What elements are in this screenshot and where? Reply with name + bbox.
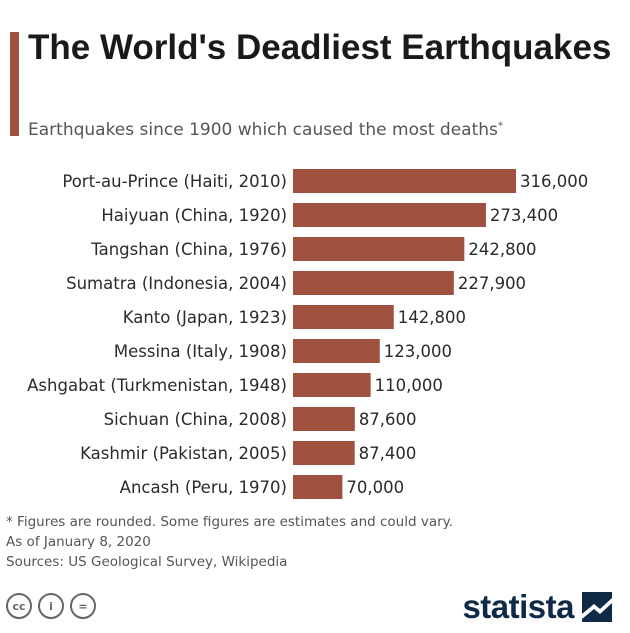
statista-brand[interactable]: statista (462, 588, 612, 626)
category-label: Tangshan (China, 1976) (90, 240, 287, 259)
attribution-icon: i (38, 593, 64, 619)
chart-subtitle: Earthquakes since 1900 which caused the … (28, 120, 503, 140)
bar (293, 441, 355, 465)
bar (293, 169, 516, 193)
bar (293, 237, 465, 261)
bar (293, 475, 343, 499)
value-label: 273,400 (490, 206, 558, 225)
bar (293, 203, 486, 227)
category-label: Ashgabat (Turkmenistan, 1948) (27, 376, 287, 395)
statista-wordmark: statista (462, 588, 574, 625)
bar (293, 373, 371, 397)
bar (293, 305, 394, 329)
as-of-date: As of January 8, 2020 (6, 534, 151, 550)
value-label: 110,000 (375, 376, 443, 395)
bar (293, 407, 355, 431)
value-label: 142,800 (398, 308, 466, 327)
category-label: Sumatra (Indonesia, 2004) (66, 274, 287, 293)
category-label: Sichuan (China, 2008) (104, 410, 287, 429)
value-label: 87,600 (359, 410, 417, 429)
license-icons: cc i = (6, 593, 96, 619)
subtitle-text: Earthquakes since 1900 which caused the … (28, 120, 498, 140)
category-label: Ancash (Peru, 1970) (120, 478, 287, 497)
value-label: 123,000 (384, 342, 452, 361)
value-label: 70,000 (346, 478, 404, 497)
chart-notes: * Figures are rounded. Some figures are … (6, 512, 453, 572)
cc-icon: cc (6, 593, 32, 619)
bar-chart: Port-au-Prince (Haiti, 2010) 316,000 Haiyu… (27, 169, 588, 499)
footnote: * Figures are rounded. Some figures are … (6, 514, 454, 530)
category-label: Kashmir (Pakistan, 2005) (80, 444, 287, 463)
value-label: 242,800 (468, 240, 536, 259)
category-label: Kanto (Japan, 1923) (123, 308, 287, 327)
statista-logo-icon (582, 592, 612, 622)
value-label: 316,000 (520, 172, 588, 191)
chart-title: The World's Deadliest Earthquakes (28, 28, 612, 67)
category-label: Port-au-Prince (Haiti, 2010) (62, 172, 287, 191)
bar (293, 339, 380, 363)
value-label: 227,900 (458, 274, 526, 293)
value-label: 87,400 (359, 444, 417, 463)
category-label: Messina (Italy, 1908) (114, 342, 287, 361)
category-label: Haiyuan (China, 1920) (101, 206, 287, 225)
sources: Sources: US Geological Survey, Wikipedia (6, 554, 288, 570)
bar (293, 271, 454, 295)
title-accent-bar (10, 32, 19, 136)
subtitle-footnote-mark: * (497, 120, 503, 132)
no-derivatives-icon: = (70, 593, 96, 619)
